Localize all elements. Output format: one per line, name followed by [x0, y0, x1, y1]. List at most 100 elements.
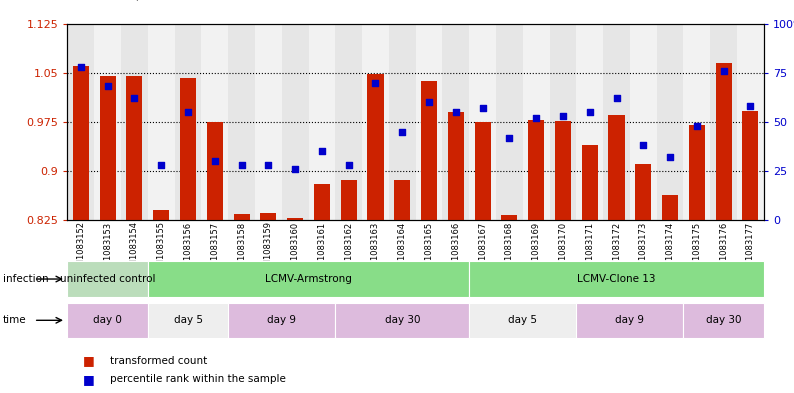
Bar: [421, 81, 437, 220]
Bar: [287, 218, 303, 220]
Text: time: time: [3, 315, 27, 325]
Bar: [67, 24, 94, 220]
Point: [691, 123, 703, 129]
Bar: [608, 115, 625, 220]
Bar: [341, 180, 357, 220]
Bar: [522, 24, 549, 220]
Text: ■: ■: [83, 354, 95, 367]
Bar: [737, 24, 764, 220]
Point: [342, 162, 355, 168]
Point: [530, 115, 542, 121]
Bar: [175, 24, 202, 220]
Bar: [501, 215, 518, 220]
Bar: [689, 125, 705, 220]
Bar: [67, 261, 148, 297]
Point: [557, 113, 569, 119]
Point: [262, 162, 275, 168]
Bar: [442, 24, 469, 220]
Bar: [282, 24, 309, 220]
Point: [584, 109, 596, 115]
Text: day 30: day 30: [706, 315, 742, 325]
Bar: [206, 122, 223, 220]
Point: [289, 166, 302, 172]
Bar: [148, 303, 228, 338]
Bar: [180, 78, 196, 220]
Point: [315, 148, 328, 154]
Bar: [148, 24, 175, 220]
Bar: [67, 303, 148, 338]
Text: percentile rank within the sample: percentile rank within the sample: [110, 374, 286, 384]
Text: transformed count: transformed count: [110, 356, 206, 366]
Bar: [549, 24, 576, 220]
Point: [610, 95, 622, 101]
Bar: [228, 24, 255, 220]
Bar: [475, 122, 491, 220]
Point: [503, 134, 516, 141]
Bar: [255, 24, 282, 220]
Point: [369, 79, 382, 86]
Bar: [148, 261, 469, 297]
Bar: [496, 24, 522, 220]
Text: ■: ■: [83, 373, 95, 386]
Bar: [121, 24, 148, 220]
Bar: [228, 303, 335, 338]
Bar: [684, 303, 764, 338]
Text: day 5: day 5: [508, 315, 538, 325]
Bar: [73, 66, 89, 220]
Bar: [711, 24, 737, 220]
Text: day 5: day 5: [174, 315, 202, 325]
Point: [128, 95, 141, 101]
Bar: [335, 303, 469, 338]
Point: [235, 162, 248, 168]
Point: [664, 154, 676, 160]
Bar: [448, 112, 464, 220]
Text: day 30: day 30: [384, 315, 420, 325]
Bar: [260, 213, 276, 220]
Bar: [469, 24, 496, 220]
Bar: [202, 24, 228, 220]
Bar: [528, 120, 544, 220]
Text: infection: infection: [3, 274, 48, 284]
Bar: [603, 24, 630, 220]
Bar: [314, 184, 330, 220]
Point: [396, 129, 409, 135]
Bar: [395, 180, 410, 220]
Bar: [335, 24, 362, 220]
Point: [209, 158, 222, 164]
Point: [422, 99, 435, 105]
Bar: [662, 195, 678, 220]
Bar: [153, 210, 169, 220]
Bar: [555, 121, 571, 220]
Text: day 9: day 9: [268, 315, 296, 325]
Bar: [368, 74, 384, 220]
Text: uninfected control: uninfected control: [60, 274, 156, 284]
Text: day 0: day 0: [93, 315, 122, 325]
Bar: [576, 303, 684, 338]
Point: [717, 68, 730, 74]
Bar: [469, 261, 764, 297]
Bar: [469, 303, 576, 338]
Point: [75, 64, 87, 70]
Bar: [94, 24, 121, 220]
Bar: [715, 63, 732, 220]
Point: [637, 142, 649, 149]
Bar: [742, 111, 758, 220]
Bar: [684, 24, 711, 220]
Point: [449, 109, 462, 115]
Point: [102, 83, 114, 90]
Point: [476, 105, 489, 111]
Bar: [415, 24, 442, 220]
Bar: [309, 24, 335, 220]
Bar: [389, 24, 415, 220]
Bar: [126, 76, 142, 220]
Text: LCMV-Armstrong: LCMV-Armstrong: [265, 274, 352, 284]
Bar: [657, 24, 684, 220]
Bar: [635, 164, 651, 220]
Point: [155, 162, 168, 168]
Bar: [576, 24, 603, 220]
Point: [744, 103, 757, 109]
Point: [182, 109, 195, 115]
Bar: [362, 24, 389, 220]
Bar: [233, 213, 249, 220]
Text: GDS4556 / 10581625: GDS4556 / 10581625: [67, 0, 217, 2]
